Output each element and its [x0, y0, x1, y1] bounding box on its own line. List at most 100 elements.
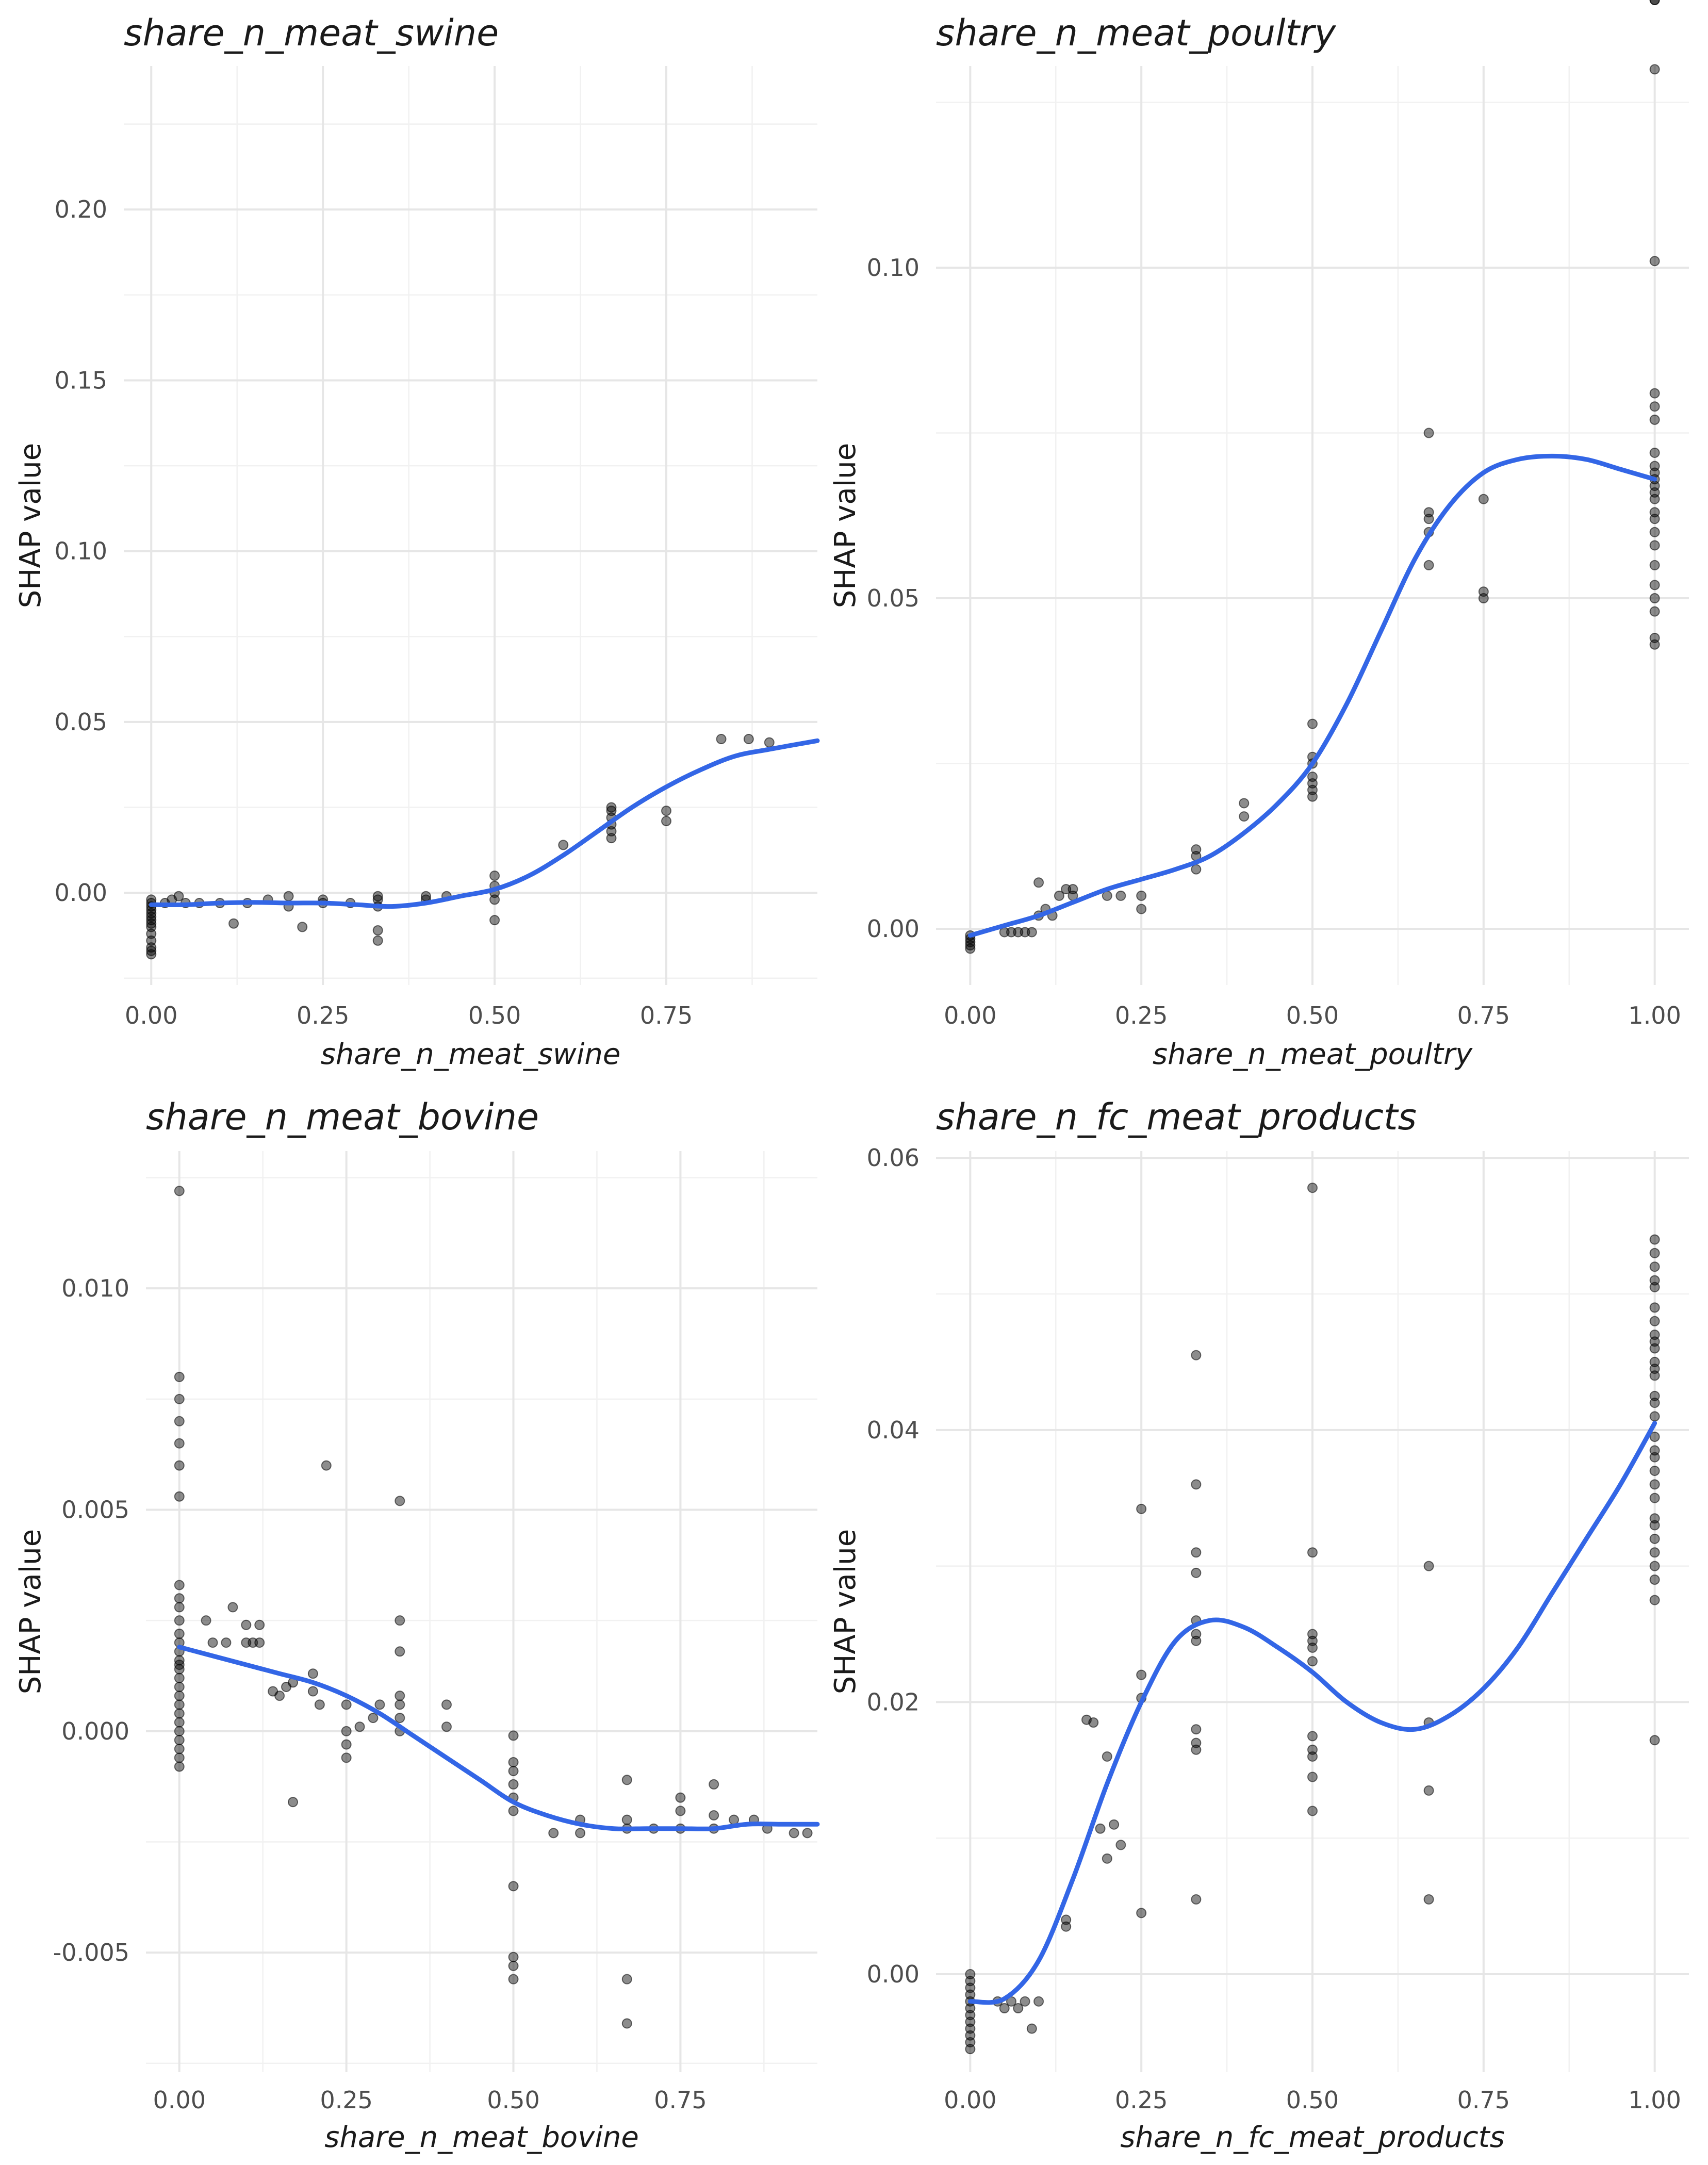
data-point	[395, 1691, 405, 1701]
x-tick-label: 1.00	[1628, 1002, 1681, 1029]
smooth-line-poultry	[967, 453, 1657, 938]
data-point	[1307, 791, 1318, 802]
data-point	[508, 1766, 519, 1777]
data-point	[1115, 890, 1126, 901]
data-point	[508, 1960, 519, 1971]
data-point	[1649, 1547, 1660, 1558]
data-point	[1054, 890, 1064, 901]
x-tick-label: 0.50	[487, 2086, 539, 2114]
data-point	[1102, 1751, 1112, 1762]
data-point	[1649, 540, 1660, 551]
data-point	[1649, 64, 1660, 75]
data-point	[1649, 1316, 1660, 1326]
data-point	[1026, 927, 1037, 938]
data-point	[283, 891, 294, 901]
x-axis-title: share_n_meat_bovine	[324, 2121, 639, 2154]
data-point	[174, 1460, 185, 1471]
panel-bovine: 0.00 0.25 0.50 0.75 -0.005 0.000 0.005 0.010 sha…	[14, 1096, 820, 2154]
data-point	[1649, 593, 1660, 604]
data-point	[508, 1951, 519, 1962]
data-point	[368, 1713, 379, 1724]
y-tick-label: -0.005	[53, 1939, 129, 1966]
data-point	[174, 1660, 185, 1670]
data-point	[1020, 1996, 1030, 2007]
smooth-line-fc-meat-products	[967, 1421, 1657, 2005]
data-point	[1239, 798, 1250, 809]
data-point	[1423, 514, 1434, 524]
data-point	[297, 922, 308, 932]
data-point	[1649, 0, 1660, 5]
data-point	[1649, 494, 1660, 504]
x-tick-label: 0.50	[1286, 2086, 1339, 2114]
data-point	[1649, 1248, 1660, 1258]
data-point	[1649, 1561, 1660, 1571]
data-point	[965, 940, 976, 951]
data-point	[321, 1460, 332, 1471]
y-axis-title: SHAP value	[14, 1529, 47, 1695]
panel-title: share_n_meat_poultry	[936, 12, 1337, 54]
data-point	[1649, 1370, 1660, 1381]
data-point	[606, 833, 617, 844]
data-point	[1307, 1183, 1318, 1193]
data-point	[441, 1699, 452, 1710]
panel-title: share_n_meat_swine	[124, 12, 499, 54]
x-tick-label: 0.75	[654, 2086, 707, 2114]
y-tick-label: 0.20	[55, 195, 107, 223]
data-point	[174, 1438, 185, 1449]
x-tick-label: 0.25	[1115, 2086, 1168, 2114]
x-axis-title: share_n_fc_meat_products	[1120, 2121, 1505, 2154]
data-point	[621, 1974, 632, 1984]
data-point	[395, 1496, 405, 1506]
data-point	[174, 1393, 185, 1404]
x-tick-label: 0.25	[297, 1002, 349, 1029]
data-point	[174, 1681, 185, 1692]
data-point	[174, 1491, 185, 1502]
data-point	[174, 1593, 185, 1604]
x-tick-label: 0.00	[944, 1002, 996, 1029]
data-point	[558, 840, 569, 850]
grid-swine	[124, 66, 817, 985]
data-point	[999, 2003, 1010, 2014]
data-point	[1013, 2003, 1024, 2014]
data-point	[1649, 1735, 1660, 1746]
data-point	[174, 1735, 185, 1746]
data-point	[575, 1828, 586, 1839]
data-point	[621, 1814, 632, 1825]
data-point	[1109, 1819, 1120, 1830]
data-point	[1649, 1343, 1660, 1354]
y-tick-label: 0.005	[61, 1496, 129, 1524]
y-tick-label: 0.15	[55, 366, 107, 394]
x-axis-title: share_n_meat_poultry	[1153, 1038, 1473, 1071]
data-point	[274, 1691, 285, 1701]
y-tick-label: 0.010	[61, 1274, 129, 1302]
points-bovine	[174, 1186, 813, 2029]
data-point	[1191, 1547, 1202, 1558]
x-tick-label: 0.75	[640, 1002, 693, 1029]
grid-bovine	[146, 1151, 817, 2072]
data-point	[1423, 1785, 1434, 1796]
data-point	[395, 1699, 405, 1710]
y-tick-label: 0.05	[55, 708, 107, 736]
data-point	[174, 1708, 185, 1719]
data-point	[548, 1828, 559, 1839]
x-tick-label: 0.75	[1457, 2086, 1510, 2114]
data-point	[1649, 606, 1660, 617]
data-point	[1649, 639, 1660, 650]
data-point	[661, 806, 672, 816]
y-axis-title: SHAP value	[829, 443, 862, 609]
data-point	[489, 871, 500, 881]
data-point	[254, 1619, 265, 1630]
data-point	[174, 1691, 185, 1701]
data-point	[174, 1615, 185, 1626]
data-point	[241, 1619, 252, 1630]
y-tick-label: 0.04	[867, 1416, 919, 1444]
data-point	[743, 734, 754, 745]
grid-fc-meat-products	[936, 1151, 1689, 2072]
data-point	[1649, 1520, 1660, 1531]
data-point	[1307, 1806, 1318, 1816]
grid-poultry	[936, 66, 1689, 985]
data-point	[1478, 494, 1489, 504]
data-point	[1136, 1503, 1147, 1514]
data-point	[174, 1371, 185, 1382]
